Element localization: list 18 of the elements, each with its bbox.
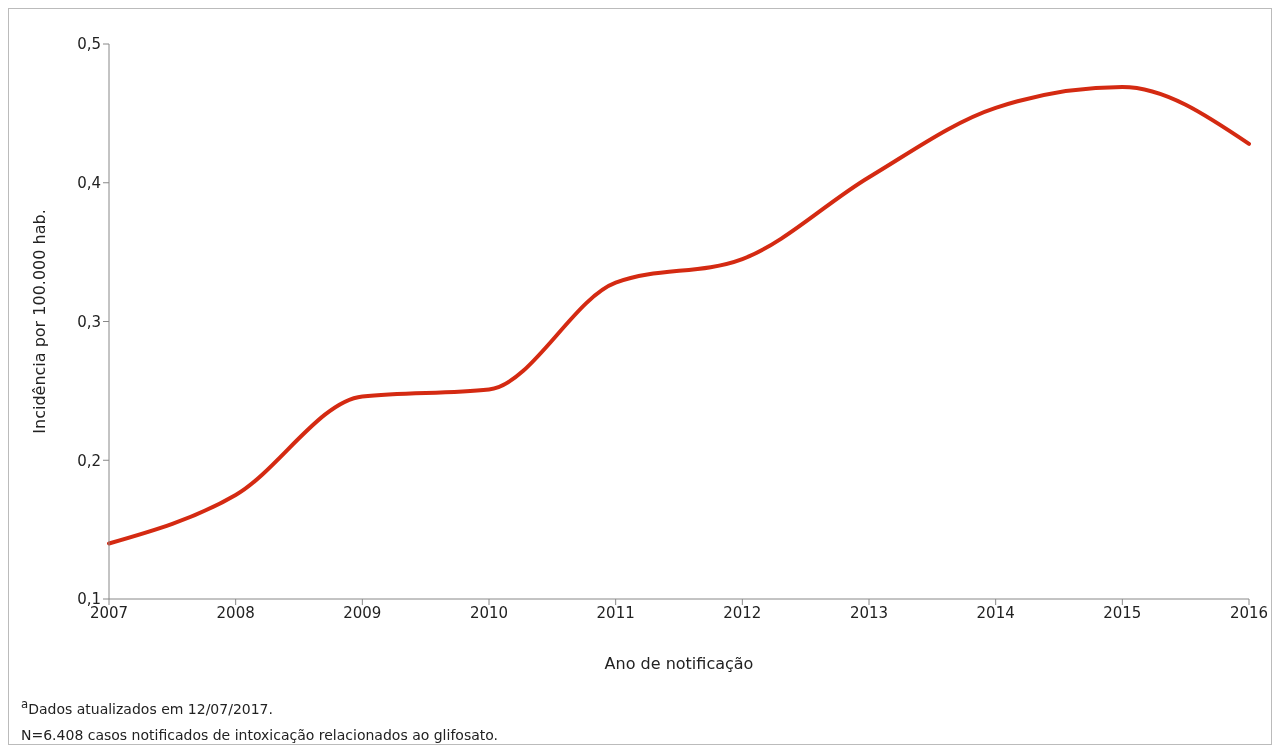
y-tick-label: 0,4 xyxy=(77,174,101,193)
y-axis-title: Incidência por 100.000 hab. xyxy=(29,209,49,434)
x-tick-label: 2011 xyxy=(596,603,635,622)
text: N=6.408 casos notificados de intoxicação relacionados ao glifosato. xyxy=(21,725,499,745)
x-tick-label: 2009 xyxy=(343,603,382,622)
x-tick-label: 2012 xyxy=(723,603,762,622)
x-tick-label: 2008 xyxy=(216,603,255,622)
x-axis-title: Ano de notificação xyxy=(604,654,754,673)
line-series xyxy=(107,85,1251,546)
x-tick-label: 2016 xyxy=(1229,603,1269,622)
y-tick-label: 0,3 xyxy=(77,312,101,331)
y-tick-label: 0,2 xyxy=(77,451,101,470)
x-tick-label: 2013 xyxy=(849,603,889,622)
x-tick-label: 2010 xyxy=(469,603,509,622)
text: $^{a}$Dados atualizados em 12/07/2017. xyxy=(21,696,274,719)
x-tick-label: 2015 xyxy=(1103,603,1142,622)
y-tick-label: 0,5 xyxy=(77,35,101,54)
x-tick-label: 2014 xyxy=(976,603,1015,622)
